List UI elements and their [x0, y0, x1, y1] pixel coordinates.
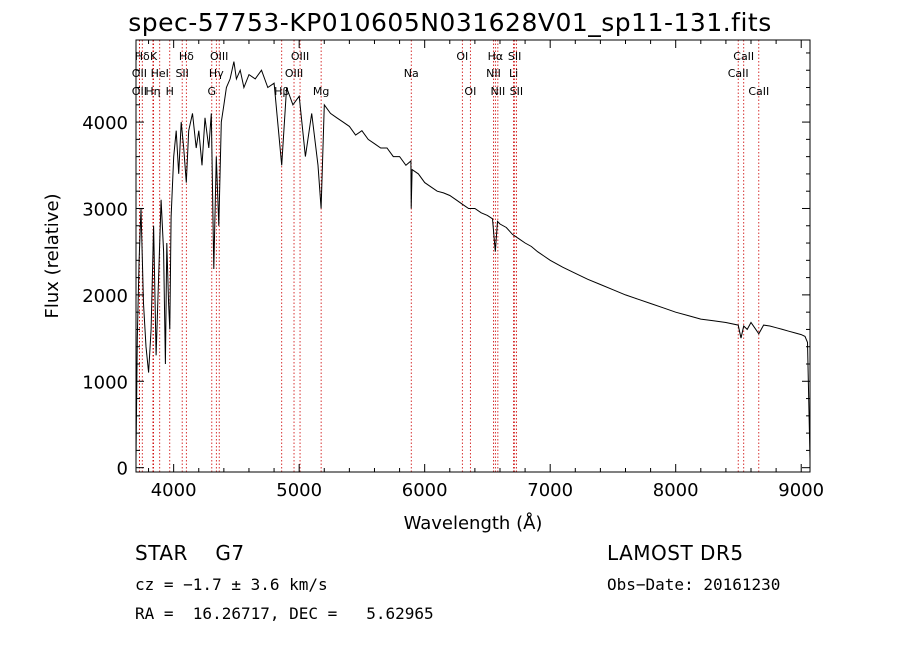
- x-tick-label-1: 5000: [276, 480, 322, 501]
- line-label-2: Hδ: [179, 50, 194, 63]
- line-label-20: NII: [486, 67, 501, 80]
- x-axis-label: Wavelength (Å): [404, 512, 543, 534]
- object-class: STAR G7: [135, 541, 245, 565]
- line-label-24: SII: [510, 85, 523, 98]
- y-tick-label-2: 2000: [82, 286, 128, 307]
- line-label-0: Hδ: [135, 50, 150, 63]
- y-tick-label-3: 3000: [82, 199, 128, 220]
- redshift-label: cz = −1.7 ± 3.6 km/s: [135, 575, 328, 594]
- x-tick-label-3: 7000: [527, 480, 573, 501]
- line-label-3: OII: [132, 67, 147, 80]
- radec-label: RA = 16.26717, DEC = 5.62965: [135, 604, 434, 623]
- line-label-10: Hγ: [209, 67, 224, 80]
- line-label-17: OI: [456, 50, 468, 63]
- line-label-9: OIII: [210, 50, 228, 63]
- line-label-13: OIII: [285, 67, 303, 80]
- line-label-14: Hβ: [274, 85, 289, 98]
- y-axis-label: Flux (relative): [42, 193, 63, 318]
- line-label-5: SII: [175, 67, 188, 80]
- line-label-23: Li: [509, 67, 518, 80]
- line-label-26: CaII: [728, 67, 749, 80]
- line-label-18: OI: [464, 85, 476, 98]
- line-label-1: K: [150, 50, 158, 63]
- y-tick-label-0: 0: [117, 459, 128, 480]
- x-tick-label-4: 8000: [653, 480, 699, 501]
- line-label-22: SII: [508, 50, 521, 63]
- obs-date-label: Obs−Date: 20161230: [607, 575, 781, 594]
- line-label-4: HeI: [151, 67, 169, 80]
- line-label-11: G: [208, 85, 217, 98]
- chart-title: spec-57753-KP010605N031628V01_sp11-131.f…: [128, 8, 772, 37]
- x-tick-label-5: 9000: [778, 480, 824, 501]
- line-label-8: H: [166, 85, 174, 98]
- spectrum-line: [135, 61, 811, 460]
- line-label-27: CaII: [748, 85, 769, 98]
- line-label-12: OIII: [291, 50, 309, 63]
- x-tick-label-0: 4000: [151, 480, 197, 501]
- line-label-16: Na: [404, 67, 419, 80]
- y-tick-label-4: 4000: [82, 113, 128, 134]
- x-tick-label-2: 6000: [402, 480, 448, 501]
- survey-label: LAMOST DR5: [607, 541, 744, 565]
- line-label-21: NII: [490, 85, 505, 98]
- y-tick-label-1: 1000: [82, 372, 128, 393]
- line-label-7: Hη: [145, 85, 160, 98]
- line-label-15: Mg: [313, 85, 329, 98]
- line-label-25: CaII: [733, 50, 754, 63]
- line-label-19: Hα: [488, 50, 504, 63]
- plot-frame: [135, 39, 811, 473]
